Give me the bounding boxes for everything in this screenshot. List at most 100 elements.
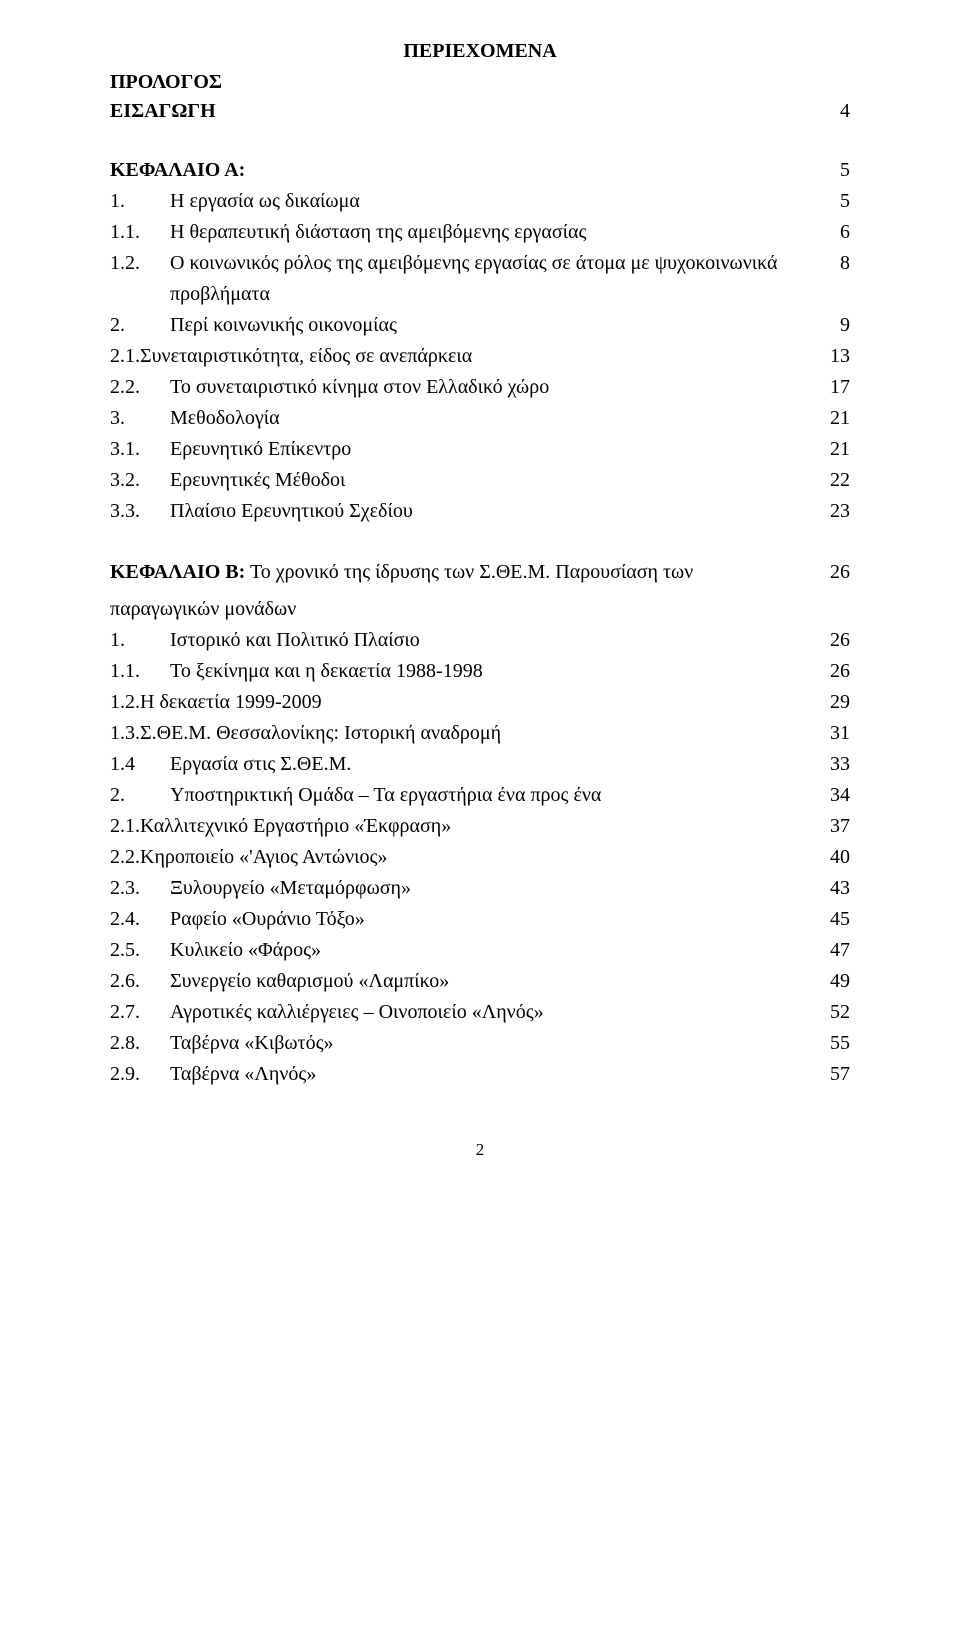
toc-entry-number: 2.2. [110, 372, 170, 403]
toc-row: 2.4.Ραφείο «Ουράνιο Τόξο»45 [110, 904, 850, 935]
toc-entry-number: 1.1. [110, 217, 170, 248]
toc-entry-page: 26 [820, 656, 850, 687]
toc-entry-page: 37 [820, 811, 850, 842]
toc-entry-title: Περί κοινωνικής οικονομίας [170, 310, 820, 341]
toc-row: 3.2.Ερευνητικές Μέθοδοι22 [110, 465, 850, 496]
toc-entry-title: Ταβέρνα «Κιβωτός» [170, 1028, 820, 1059]
toc-entry-page: 34 [820, 780, 850, 811]
intro-heading: ΕΙΣΑΓΩΓΗ [110, 100, 216, 122]
toc-entry-number: 3.1. [110, 434, 170, 465]
chapter-b-title-part2: παραγωγικών μονάδων [110, 598, 296, 620]
toc-entry-number: 1. [110, 625, 170, 656]
toc-entry-number: 2. [110, 310, 170, 341]
toc-row: 2.2.Το συνεταιριστικό κίνημα στον Ελλαδι… [110, 372, 850, 403]
toc-entry-merged: 2.1.Καλλιτεχνικό Εργαστήριο «Έκφραση» [110, 811, 820, 842]
toc-entry-page: 49 [820, 966, 850, 997]
toc-entry-title: Το συνεταιριστικό κίνημα στον Ελλαδικό χ… [170, 372, 820, 403]
toc-row: 3.1.Ερευνητικό Επίκεντρο21 [110, 434, 850, 465]
toc-entry-title: Ραφείο «Ουράνιο Τόξο» [170, 904, 820, 935]
toc-entry-title: Αγροτικές καλλιέργειες – Οινοποιείο «Λην… [170, 997, 820, 1028]
toc-entry-number: 2.6. [110, 966, 170, 997]
toc-entry-page: 5 [820, 186, 850, 217]
chapter-b-title-part1: Το χρονικό της ίδρυσης των Σ.ΘΕ.Μ. Παρου… [245, 561, 693, 583]
page-number: 2 [110, 1140, 850, 1160]
toc-entry-title: Κυλικείο «Φάρος» [170, 935, 820, 966]
toc-entry-number: 3. [110, 403, 170, 434]
toc-entry-page: 47 [820, 935, 850, 966]
toc-entry-page: 29 [820, 687, 850, 718]
toc-entry-number: 1.1. [110, 656, 170, 687]
toc-entry-number: 2.9. [110, 1059, 170, 1090]
intro-page: 4 [820, 96, 850, 127]
toc-entry-page: 43 [820, 873, 850, 904]
toc-entry-title: Πλαίσιο Ερευνητικού Σχεδίου [170, 496, 820, 527]
toc-entry-page: 52 [820, 997, 850, 1028]
toc-entry-title: Ιστορικό και Πολιτικό Πλαίσιο [170, 625, 820, 656]
toc-entry-title: Ερευνητικές Μέθοδοι [170, 465, 820, 496]
toc-entry-title: Ερευνητικό Επίκεντρο [170, 434, 820, 465]
toc-entry-title: Η εργασία ως δικαίωμα [170, 186, 820, 217]
prologue-heading: ΠΡΟΛΟΓΟΣ [110, 71, 850, 94]
toc-row: 1.Η εργασία ως δικαίωμα5 [110, 186, 850, 217]
toc-entry-page: 13 [820, 341, 850, 372]
toc-entry-page: 21 [820, 403, 850, 434]
toc-entry-title: Μεθοδολογία [170, 403, 820, 434]
toc-row: 2.5.Κυλικείο «Φάρος»47 [110, 935, 850, 966]
intro-row: ΕΙΣΑΓΩΓΗ 4 [110, 96, 850, 127]
chapter-a-row: ΚΕΦΑΛΑΙΟ Α: 5 [110, 155, 850, 186]
toc-entry-title: Εργασία στις Σ.ΘΕ.Μ. [170, 749, 820, 780]
toc-row: 2.7.Αγροτικές καλλιέργειες – Οινοποιείο … [110, 997, 850, 1028]
toc-entry-page: 40 [820, 842, 850, 873]
toc-entry-number: 2.8. [110, 1028, 170, 1059]
toc-entry-page: 6 [820, 217, 850, 248]
toc-entry-page: 23 [820, 496, 850, 527]
toc-row: 2.Περί κοινωνικής οικονομίας9 [110, 310, 850, 341]
toc-entry-page: 22 [820, 465, 850, 496]
toc-row: 2.9.Ταβέρνα «Ληνός»57 [110, 1059, 850, 1090]
toc-chapter-b: 1.Ιστορικό και Πολιτικό Πλαίσιο261.1.Το … [110, 625, 850, 1090]
toc-entry-title: Συνεργείο καθαρισμού «Λαμπίκο» [170, 966, 820, 997]
toc-row: 2.3.Ξυλουργείο «Μεταμόρφωση»43 [110, 873, 850, 904]
toc-entry-title: Ταβέρνα «Ληνός» [170, 1059, 820, 1090]
toc-entry-number: 2.3. [110, 873, 170, 904]
toc-entry-number: 2. [110, 780, 170, 811]
toc-entry-merged: 1.2.Η δεκαετία 1999-2009 [110, 687, 820, 718]
toc-entry-merged: 1.3.Σ.ΘΕ.Μ. Θεσσαλονίκης: Ιστορική αναδρ… [110, 718, 820, 749]
toc-entry-title: Ο κοινωνικός ρόλος της αμειβόμενης εργασ… [170, 248, 820, 310]
toc-entry-page: 55 [820, 1028, 850, 1059]
intro-row-table: ΕΙΣΑΓΩΓΗ 4 ΚΕΦΑΛΑΙΟ Α: 5 [110, 96, 850, 186]
toc-row: 2.1.Καλλιτεχνικό Εργαστήριο «Έκφραση»37 [110, 811, 850, 842]
toc-row: 2.Υποστηρικτική Ομάδα – Τα εργαστήρια έν… [110, 780, 850, 811]
toc-chapter-a: 1.Η εργασία ως δικαίωμα51.1.Η θεραπευτικ… [110, 186, 850, 527]
toc-row: 1.Ιστορικό και Πολιτικό Πλαίσιο26 [110, 625, 850, 656]
toc-entry-number: 1.2. [110, 248, 170, 310]
chapter-b-row1: ΚΕΦΑΛΑΙΟ Β: Το χρονικό της ίδρυσης των Σ… [110, 557, 850, 594]
toc-entry-page: 31 [820, 718, 850, 749]
toc-row: 1.2.Ο κοινωνικός ρόλος της αμειβόμενης ε… [110, 248, 850, 310]
toc-row: 1.3.Σ.ΘΕ.Μ. Θεσσαλονίκης: Ιστορική αναδρ… [110, 718, 850, 749]
toc-entry-title: Υποστηρικτική Ομάδα – Τα εργαστήρια ένα … [170, 780, 820, 811]
toc-entry-number: 1. [110, 186, 170, 217]
toc-row: 3.3.Πλαίσιο Ερευνητικού Σχεδίου23 [110, 496, 850, 527]
chapter-b-label: ΚΕΦΑΛΑΙΟ Β: [110, 561, 245, 583]
toc-entry-merged: 2.1.Συνεταιριστικότητα, είδος σε ανεπάρκ… [110, 341, 820, 372]
toc-row: 2.1.Συνεταιριστικότητα, είδος σε ανεπάρκ… [110, 341, 850, 372]
toc-row: 2.6.Συνεργείο καθαρισμού «Λαμπίκο»49 [110, 966, 850, 997]
toc-entry-number: 2.4. [110, 904, 170, 935]
toc-entry-number: 2.5. [110, 935, 170, 966]
toc-entry-merged: 2.2.Κηροποιείο «'Αγιος Αντώνιος» [110, 842, 820, 873]
toc-entry-page: 57 [820, 1059, 850, 1090]
toc-title: ΠΕΡΙΕΧΟΜΕΝΑ [110, 40, 850, 63]
toc-entry-page: 21 [820, 434, 850, 465]
chapter-b-row2: παραγωγικών μονάδων [110, 594, 850, 625]
chapter-a-page: 5 [820, 155, 850, 186]
chapter-a-label: ΚΕΦΑΛΑΙΟ Α: [110, 159, 245, 181]
toc-entry-number: 1.4 [110, 749, 170, 780]
toc-entry-number: 3.3. [110, 496, 170, 527]
toc-row: 1.4Εργασία στις Σ.ΘΕ.Μ.33 [110, 749, 850, 780]
toc-entry-title: Το ξεκίνημα και η δεκαετία 1988-1998 [170, 656, 820, 687]
toc-entry-page: 45 [820, 904, 850, 935]
toc-row: 2.2.Κηροποιείο «'Αγιος Αντώνιος»40 [110, 842, 850, 873]
toc-row: 1.2.Η δεκαετία 1999-200929 [110, 687, 850, 718]
toc-entry-title: Ξυλουργείο «Μεταμόρφωση» [170, 873, 820, 904]
